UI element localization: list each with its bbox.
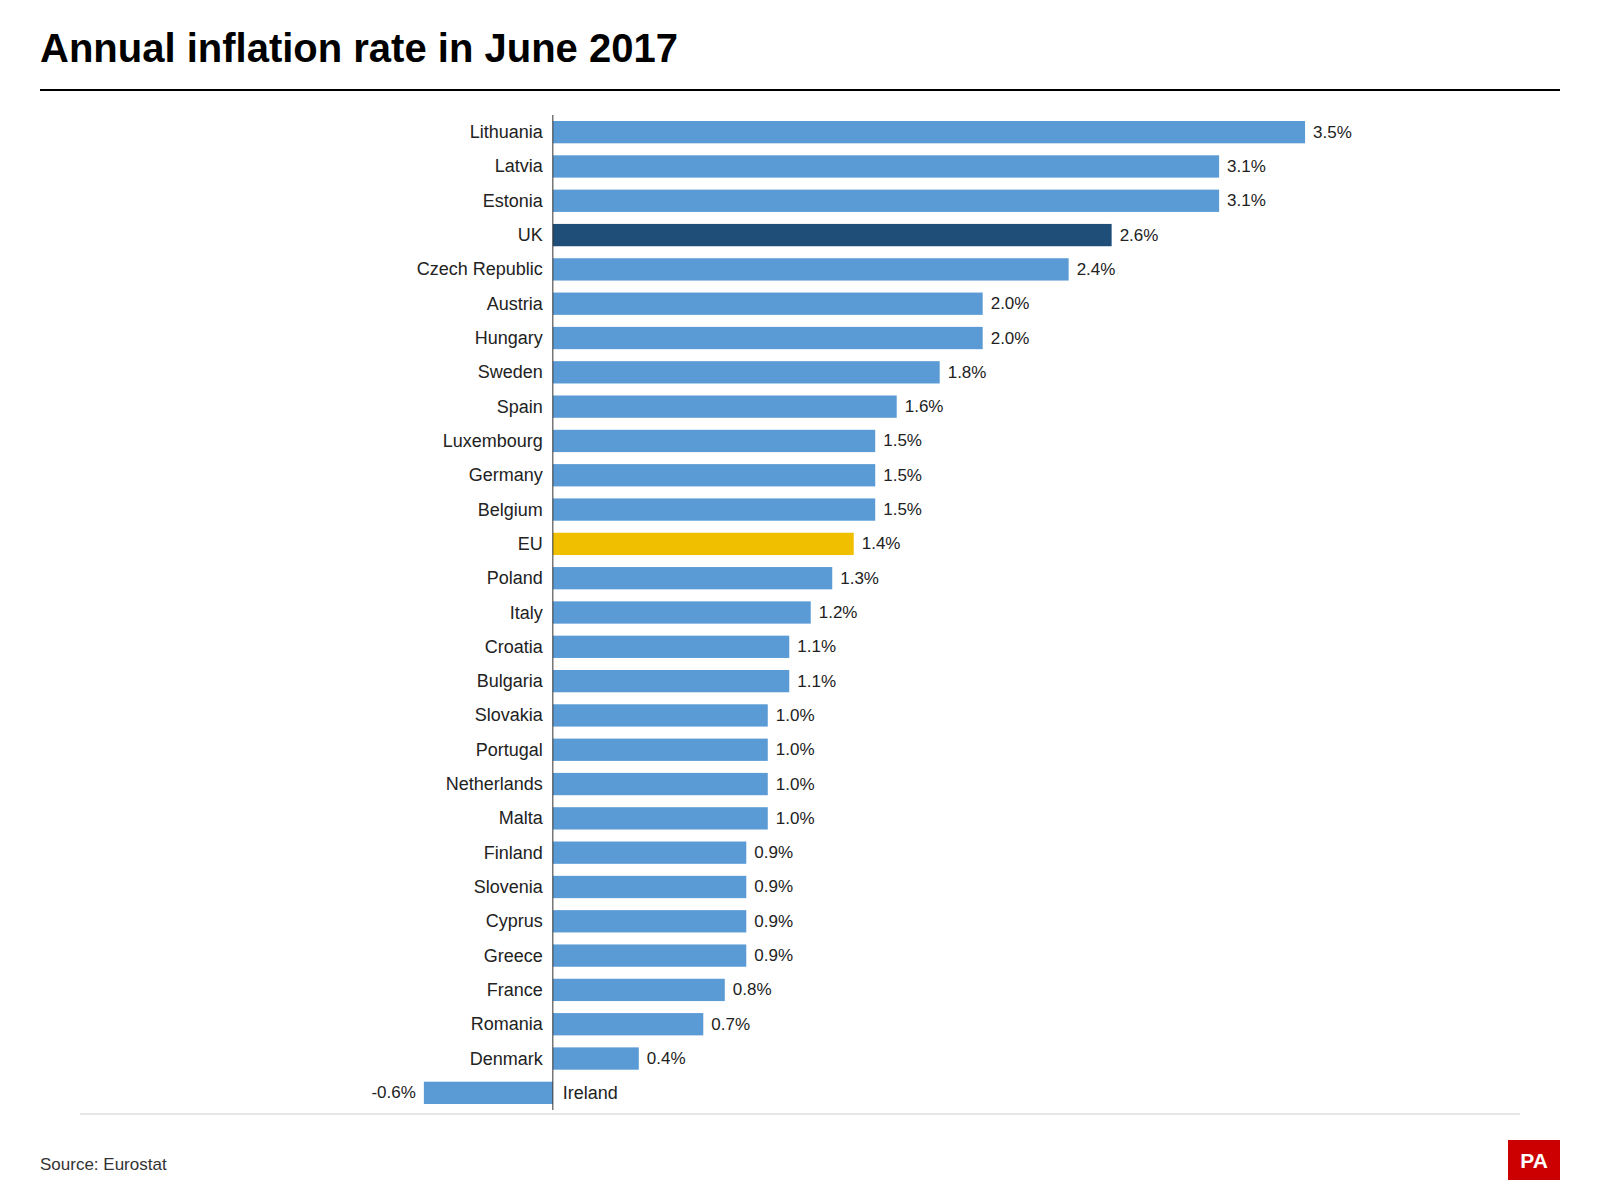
data-label: 1.0% [776, 809, 815, 828]
category-label: Latvia [495, 156, 544, 176]
data-label: 0.9% [754, 877, 793, 896]
category-label: Cyprus [486, 911, 543, 931]
bar [553, 773, 768, 795]
category-label: Hungary [475, 328, 543, 348]
logo-text: PA [1520, 1149, 1548, 1172]
data-label: 0.9% [754, 843, 793, 862]
data-label: 3.1% [1227, 191, 1266, 210]
category-label: EU [518, 534, 543, 554]
data-label: 1.1% [797, 672, 836, 691]
bar [553, 876, 746, 898]
bar [553, 190, 1219, 212]
bar [553, 464, 875, 486]
chart-svg: Annual inflation rate in June 2017 3.5% Li… [0, 0, 1600, 1200]
data-label: 1.5% [883, 431, 922, 450]
category-label: Estonia [483, 191, 544, 211]
category-label: Bulgaria [477, 671, 544, 691]
bar [553, 910, 746, 932]
bar [553, 498, 875, 520]
data-label: 0.8% [733, 980, 772, 999]
bar [553, 533, 854, 555]
category-label: Greece [484, 946, 543, 966]
bar [553, 293, 983, 315]
data-label: 1.5% [883, 466, 922, 485]
data-label: 0.4% [647, 1049, 686, 1068]
data-label: -0.6% [371, 1083, 415, 1102]
data-label: 1.4% [862, 534, 901, 553]
bar [553, 979, 725, 1001]
data-label: 2.0% [991, 329, 1030, 348]
bar [553, 155, 1219, 177]
category-label: Belgium [478, 500, 543, 520]
data-label: 1.6% [905, 397, 944, 416]
data-label: 2.0% [991, 294, 1030, 313]
logo-box [1508, 1140, 1560, 1180]
bar [553, 1013, 703, 1035]
bar [553, 704, 768, 726]
category-label: Romania [471, 1014, 544, 1034]
category-label: Italy [510, 603, 543, 623]
category-label: Austria [487, 294, 544, 314]
bar [553, 807, 768, 829]
source-note: Source: Eurostat [40, 1155, 167, 1174]
bar [553, 224, 1112, 246]
data-label: 1.8% [948, 363, 987, 382]
background [0, 0, 1600, 1200]
category-label: Netherlands [446, 774, 543, 794]
data-label: 1.1% [797, 637, 836, 656]
category-label: Portugal [476, 740, 543, 760]
chart-container: Annual inflation rate in June 2017 3.5% Li… [0, 0, 1600, 1200]
x-axis-line [80, 1114, 1520, 1115]
category-label: Denmark [470, 1049, 544, 1069]
bar [553, 258, 1069, 280]
bar [553, 944, 746, 966]
bar [553, 567, 832, 589]
zero-line [552, 115, 553, 1110]
data-label: 1.3% [840, 569, 879, 588]
bar [553, 1047, 639, 1069]
data-label: 1.0% [776, 740, 815, 759]
data-label: 2.4% [1077, 260, 1116, 279]
data-label: 2.6% [1120, 226, 1159, 245]
category-label: Poland [487, 568, 543, 588]
category-label: Germany [469, 465, 543, 485]
bars [424, 121, 1305, 1104]
data-label: 1.2% [819, 603, 858, 622]
category-label: Sweden [478, 362, 543, 382]
category-label: Lithuania [470, 122, 544, 142]
data-label: 1.0% [776, 775, 815, 794]
category-label: Luxembourg [443, 431, 543, 451]
data-label: 1.5% [883, 500, 922, 519]
category-label: France [487, 980, 543, 1000]
data-label: 3.1% [1227, 157, 1266, 176]
category-label: Ireland [563, 1083, 618, 1103]
bar [553, 739, 768, 761]
title: Annual inflation rate in June 2017 [40, 26, 678, 70]
category-label: Spain [497, 397, 543, 417]
title-rule [40, 89, 1560, 91]
bar [553, 636, 789, 658]
bar [553, 327, 983, 349]
data-label: 0.9% [754, 946, 793, 965]
data-label: 0.7% [711, 1015, 750, 1034]
category-label: Slovenia [474, 877, 544, 897]
bar [553, 670, 789, 692]
bar [553, 121, 1305, 143]
bar [553, 601, 811, 623]
category-label: Slovakia [475, 705, 544, 725]
category-label: UK [518, 225, 543, 245]
category-label: Finland [484, 843, 543, 863]
bar [553, 361, 940, 383]
bar [424, 1082, 553, 1104]
data-label: 0.9% [754, 912, 793, 931]
bar [553, 395, 897, 417]
data-label: 1.0% [776, 706, 815, 725]
category-label: Croatia [485, 637, 544, 657]
category-label: Czech Republic [417, 259, 543, 279]
category-label: Malta [499, 808, 544, 828]
bar [553, 842, 746, 864]
labels: 3.5% Lithuania 3.1% Latvia 3.1% Estonia 2.6% UK… [371, 122, 1351, 1103]
data-label: 3.5% [1313, 123, 1352, 142]
bar [553, 430, 875, 452]
